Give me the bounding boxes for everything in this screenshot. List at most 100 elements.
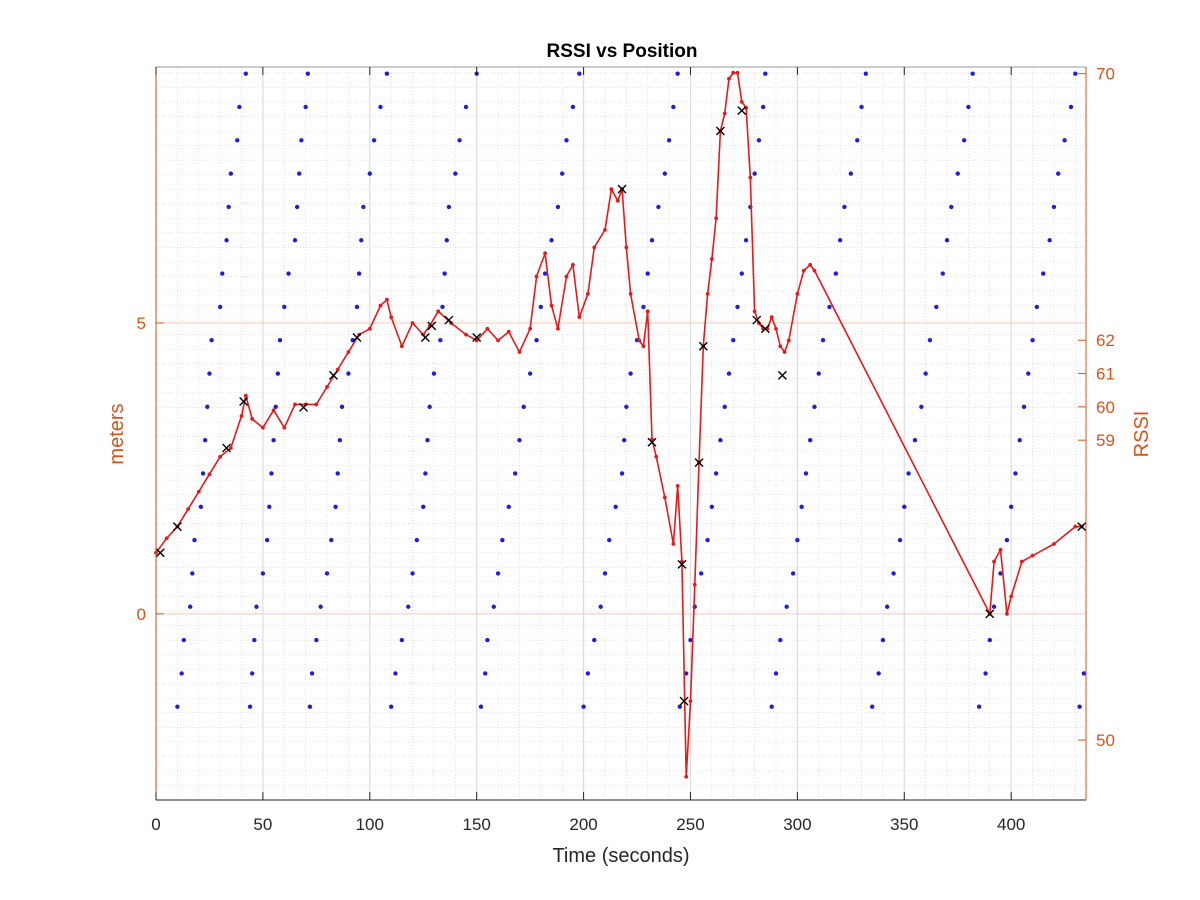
rssi-point (427, 405, 431, 409)
rssi-point (218, 305, 222, 309)
position-point (565, 275, 569, 279)
rssi-point (286, 271, 290, 275)
position-point (250, 417, 254, 421)
rssi-point (421, 505, 425, 509)
rssi-point (295, 205, 299, 209)
position-point (543, 251, 547, 255)
position-point (1031, 554, 1035, 558)
rssi-point (577, 71, 581, 75)
y-left-axis-label: meters (106, 403, 128, 464)
position-point (336, 368, 340, 372)
rssi-point (224, 238, 228, 242)
position-point (654, 455, 658, 459)
rssi-point (442, 271, 446, 275)
position-point (400, 344, 404, 348)
rssi-point (278, 338, 282, 342)
rssi-point (438, 338, 442, 342)
rssi-point (485, 638, 489, 642)
rssi-point (699, 571, 703, 575)
rssi-point (1022, 405, 1026, 409)
rssi-dots (175, 71, 1086, 708)
rssi-point (838, 238, 842, 242)
rssi-point (970, 71, 974, 75)
rssi-point (248, 705, 252, 709)
rssi-point (325, 571, 329, 575)
position-point (795, 292, 799, 296)
rssi-point (923, 371, 927, 375)
rssi-point (761, 105, 765, 109)
x-axis-label: Time (seconds) (552, 845, 689, 867)
rssi-point (834, 271, 838, 275)
rssi-point (293, 238, 297, 242)
rssi-point (271, 438, 275, 442)
rssi-point (1026, 371, 1030, 375)
rssi-point (276, 371, 280, 375)
rssi-point (432, 371, 436, 375)
position-point (507, 330, 511, 334)
x-tick-label: 300 (783, 815, 811, 834)
x-marker (353, 334, 361, 342)
rssi-point (592, 638, 596, 642)
rssi-point (864, 71, 868, 75)
rssi-point (731, 338, 735, 342)
rssi-point (188, 605, 192, 609)
rssi-point (308, 705, 312, 709)
position-point (676, 484, 680, 488)
rssi-point (556, 205, 560, 209)
rssi-point (913, 438, 917, 442)
rssi-point (457, 138, 461, 142)
rssi-point (624, 405, 628, 409)
position-point (753, 309, 757, 313)
rssi-point (628, 371, 632, 375)
x-tick-label: 200 (569, 815, 597, 834)
position-point (748, 176, 752, 180)
rssi-point (539, 305, 543, 309)
rssi-point (718, 438, 722, 442)
position-point (550, 304, 554, 308)
position-point (663, 496, 667, 500)
position-point (385, 298, 389, 302)
rssi-point (988, 638, 992, 642)
rssi-point (359, 238, 363, 242)
rssi-point (827, 305, 831, 309)
position-point (218, 455, 222, 459)
rssi-point (902, 505, 906, 509)
rssi-point (799, 505, 803, 509)
rssi-point (237, 105, 241, 109)
rssi-point (254, 605, 258, 609)
rssi-point (740, 271, 744, 275)
x-tick-label: 150 (463, 815, 491, 834)
rssi-point (483, 671, 487, 675)
rssi-point (656, 205, 660, 209)
position-point (464, 333, 468, 337)
position-point (770, 315, 774, 319)
rssi-point (671, 105, 675, 109)
position-point (689, 699, 693, 703)
position-point (714, 216, 718, 220)
rssi-point (282, 305, 286, 309)
rssi-point (1062, 138, 1066, 142)
rssi-point (613, 505, 617, 509)
rssi-point (891, 571, 895, 575)
position-point (736, 71, 740, 75)
rssi-point (244, 71, 248, 75)
rssi-point (179, 671, 183, 675)
rssi-point (269, 471, 273, 475)
position-point (629, 292, 633, 296)
position-point (244, 394, 248, 398)
rssi-point (297, 171, 301, 175)
position-line-group (154, 71, 1084, 779)
rssi-point (956, 171, 960, 175)
rssi-point (849, 171, 853, 175)
y-right-tick-label: 59 (1096, 431, 1115, 450)
position-point (325, 385, 329, 389)
rssi-point (252, 638, 256, 642)
rssi-point (710, 505, 714, 509)
rssi-point (757, 138, 761, 142)
rssi-point (464, 105, 468, 109)
rssi-point (190, 571, 194, 575)
rssi-point (667, 138, 671, 142)
rssi-point (1030, 338, 1034, 342)
rssi-point (357, 271, 361, 275)
rssi-point (299, 138, 303, 142)
